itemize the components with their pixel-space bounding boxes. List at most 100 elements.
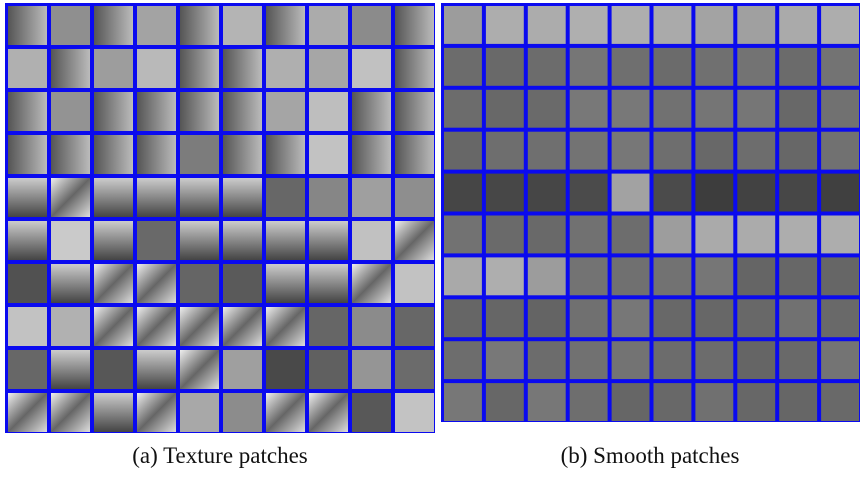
patch [779,341,817,379]
patch [94,221,133,260]
patch [528,257,566,295]
patch [612,216,650,254]
patch [180,135,219,174]
patch [570,48,608,86]
patch [51,350,90,389]
patch [821,174,859,212]
patch [94,350,133,389]
patch [486,6,524,44]
patch [654,383,692,421]
patch [695,383,733,421]
patch [695,48,733,86]
patch [223,49,262,88]
patch [395,393,434,432]
patch [223,350,262,389]
patch [395,307,434,346]
patch [137,92,176,131]
patch [8,264,47,303]
patch [137,49,176,88]
patch [8,350,47,389]
patch [695,90,733,128]
patch [737,257,775,295]
patch [94,92,133,131]
patch [223,307,262,346]
patch [654,341,692,379]
patch [8,178,47,217]
patch [180,307,219,346]
patch [309,135,348,174]
patch [612,174,650,212]
figure: (a) Texture patches (b) Smooth patches [0,0,860,477]
patch [779,6,817,44]
patch [570,257,608,295]
patch [444,174,482,212]
patch [821,299,859,337]
patch [821,257,859,295]
patch [695,132,733,170]
patch [266,307,305,346]
patch [51,307,90,346]
patch [352,178,391,217]
patch [654,132,692,170]
patch [223,264,262,303]
patch [51,178,90,217]
patch [444,6,482,44]
patch [654,48,692,86]
patch [654,90,692,128]
patch [395,135,434,174]
patch [395,92,434,131]
patch [395,178,434,217]
patch [266,350,305,389]
patch [528,174,566,212]
patch [180,92,219,131]
patch [137,6,176,45]
texture-panel [5,3,435,433]
patch [570,174,608,212]
caption: (b) Smooth patches [561,443,740,468]
patch [309,178,348,217]
patch [180,393,219,432]
patch [8,307,47,346]
patch [395,264,434,303]
patch [223,178,262,217]
patch [223,393,262,432]
patch [779,257,817,295]
patch [309,221,348,260]
patch [309,92,348,131]
patch [779,132,817,170]
patch [695,6,733,44]
patch [737,216,775,254]
patch [612,132,650,170]
patch [8,393,47,432]
patch [821,383,859,421]
patch [486,174,524,212]
patch [570,383,608,421]
patch [180,264,219,303]
patch [654,174,692,212]
patch [8,221,47,260]
patch [444,299,482,337]
patch [266,178,305,217]
patch [695,216,733,254]
patch [51,6,90,45]
patch [94,49,133,88]
patch [570,6,608,44]
patch [528,132,566,170]
patch [94,264,133,303]
patch [821,341,859,379]
patch [570,132,608,170]
patch [486,48,524,86]
patch [486,216,524,254]
patch [309,264,348,303]
patch [570,90,608,128]
patch [737,48,775,86]
patch [352,6,391,45]
patch [309,307,348,346]
patch [821,90,859,128]
patch [737,90,775,128]
patch [737,383,775,421]
patch [223,6,262,45]
patch [223,92,262,131]
patch [695,341,733,379]
patch [444,383,482,421]
